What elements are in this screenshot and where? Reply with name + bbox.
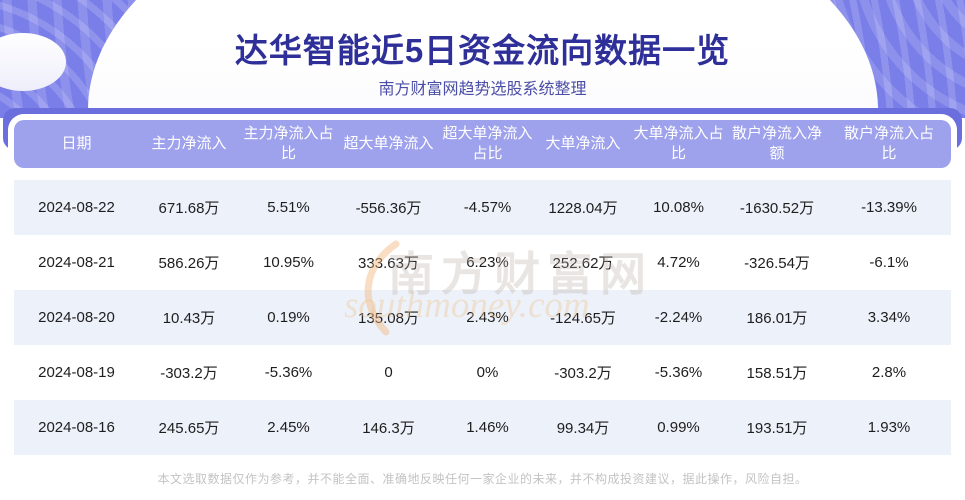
data-card: 日期 主力净流入 主力净流入占比 超大单净流入 超大单净流入占比 大单净流入 大… bbox=[8, 114, 957, 500]
table-cell: 1228.04万 bbox=[536, 180, 630, 235]
column-header-large-order-net-inflow: 大单净流入 bbox=[536, 120, 630, 168]
table-cell: 2024-08-20 bbox=[14, 290, 139, 345]
table-cell: 586.26万 bbox=[158, 255, 220, 272]
table-cell: -303.2万 bbox=[160, 365, 218, 382]
banner-circle bbox=[0, 33, 66, 91]
table-row: 2024-08-22 671.68万 5.51% -556.36万 -4.57%… bbox=[14, 180, 951, 235]
table-cell: 6.23% bbox=[466, 254, 509, 271]
table-cell: 2.8% bbox=[871, 364, 907, 381]
table-cell: -1630.52万 bbox=[727, 180, 827, 235]
table-cell: 193.51万 bbox=[727, 400, 827, 455]
table-cell: 0.19% bbox=[239, 290, 338, 345]
table-cell: 1.93% bbox=[827, 400, 951, 455]
page-subtitle: 南方财富网趋势选股系统整理 bbox=[378, 81, 587, 98]
table-cell: 186.01万 bbox=[727, 290, 827, 345]
table-cell: 2.45% bbox=[239, 400, 338, 455]
column-header-retail-net-inflow-pct: 散户净流入占比 bbox=[827, 120, 951, 168]
column-header-main-net-inflow: 主力净流入 bbox=[139, 120, 239, 168]
banner-blob bbox=[88, 0, 878, 118]
header-banner: 达华智能近5日资金流向数据一览 南方财富网趋势选股系统整理 bbox=[0, 0, 965, 118]
column-header-xl-order-net-inflow: 超大单净流入 bbox=[338, 120, 439, 168]
spacer-row bbox=[14, 168, 951, 180]
table-cell: 10.43万 bbox=[139, 290, 239, 345]
table-cell: 2024-08-19 bbox=[38, 364, 115, 381]
table-cell: 671.68万 bbox=[139, 180, 239, 235]
table-cell: -5.36% bbox=[264, 364, 313, 381]
table-cell: 252.62万 bbox=[552, 255, 614, 272]
header-row: 日期 主力净流入 主力净流入占比 超大单净流入 超大单净流入占比 大单净流入 大… bbox=[14, 120, 951, 168]
fund-flow-table: 日期 主力净流入 主力净流入占比 超大单净流入 超大单净流入占比 大单净流入 大… bbox=[14, 120, 951, 455]
table-cell: 245.65万 bbox=[139, 400, 239, 455]
table-row: 2024-08-20 10.43万 0.19% 135.08万 2.43% -1… bbox=[14, 290, 951, 345]
column-header-retail-net-inflow: 散户净流入净额 bbox=[727, 120, 827, 168]
column-header-main-net-inflow-pct: 主力净流入占比 bbox=[239, 120, 338, 168]
column-header-large-order-net-inflow-pct: 大单净流入占比 bbox=[630, 120, 727, 168]
table-cell: 135.08万 bbox=[338, 290, 439, 345]
table-cell: 99.34万 bbox=[536, 400, 630, 455]
table-cell: -556.36万 bbox=[338, 180, 439, 235]
table-cell: 2024-08-22 bbox=[14, 180, 139, 235]
table-cell: 4.72% bbox=[657, 254, 700, 271]
table-row: 2024-08-19 -303.2万 -5.36% 0 0% -303.2万 -… bbox=[14, 345, 951, 400]
table-cell: 0 bbox=[384, 364, 393, 381]
table-cell: 2024-08-21 bbox=[38, 254, 115, 271]
table-cell: 3.34% bbox=[827, 290, 951, 345]
table-cell: 146.3万 bbox=[338, 400, 439, 455]
table-cell: 158.51万 bbox=[746, 365, 808, 382]
column-header-xl-order-net-inflow-pct: 超大单净流入占比 bbox=[439, 120, 536, 168]
table-cell: -6.1% bbox=[869, 254, 909, 271]
table-cell: -5.36% bbox=[654, 364, 703, 381]
table-cell: -13.39% bbox=[827, 180, 951, 235]
column-header-date: 日期 bbox=[14, 120, 139, 168]
table-cell: -4.57% bbox=[439, 180, 536, 235]
table-row: 2024-08-21 586.26万 10.95% 333.63万 6.23% … bbox=[14, 235, 951, 290]
table-cell: 0.99% bbox=[630, 400, 727, 455]
table-cell: 5.51% bbox=[239, 180, 338, 235]
table-cell: -303.2万 bbox=[554, 365, 612, 382]
table-cell: 10.95% bbox=[263, 254, 314, 271]
table-cell: 0% bbox=[476, 364, 499, 381]
table-cell: 2.43% bbox=[439, 290, 536, 345]
table-cell: 2024-08-16 bbox=[14, 400, 139, 455]
table-cell: -2.24% bbox=[630, 290, 727, 345]
table-cell: -326.54万 bbox=[744, 255, 810, 272]
page-title: 达华智能近5日资金流向数据一览 bbox=[234, 32, 731, 69]
table-cell: 10.08% bbox=[630, 180, 727, 235]
disclaimer-text: 本文选取数据仅作为参考，并不能全面、准确地反映任何一家企业的未来，并不构成投资建… bbox=[157, 472, 808, 486]
table-row: 2024-08-16 245.65万 2.45% 146.3万 1.46% 99… bbox=[14, 400, 951, 455]
table-cell: -124.65万 bbox=[536, 290, 630, 345]
table-cell: 1.46% bbox=[439, 400, 536, 455]
table-cell: 333.63万 bbox=[358, 255, 419, 272]
